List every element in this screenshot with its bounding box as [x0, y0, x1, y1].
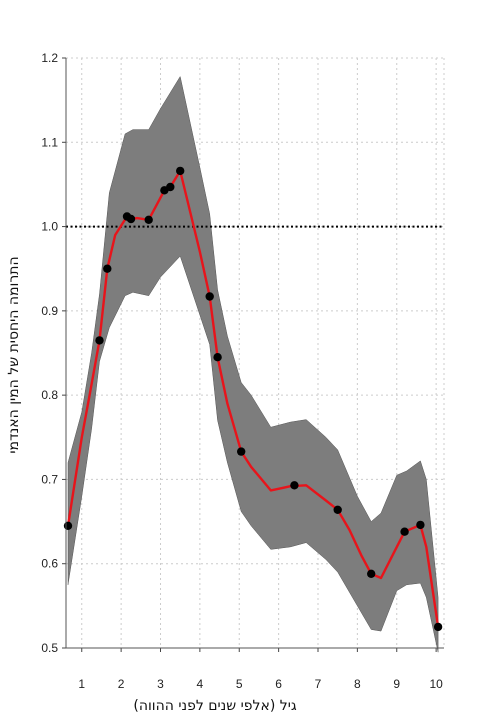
x-tick-label: 6 [275, 677, 282, 691]
data-point [63, 521, 73, 530]
data-point [237, 447, 246, 456]
x-axis-title: גיל (אלפי שנים לפני ההווה) [133, 698, 296, 714]
axes-layer [62, 57, 445, 652]
x-tick-label: 2 [118, 677, 125, 691]
y-tick-labels: 0.5 0.6 0.7 0.8 0.9 1.0 1.1 1.2 [41, 51, 58, 655]
x-tick-labels: 1 2 3 4 5 6 7 8 9 10 [78, 677, 443, 691]
y-tick-label: 0.6 [41, 557, 58, 571]
data-point [433, 622, 443, 632]
y-tick-label: 1.0 [41, 220, 58, 234]
y-tick-label: 1.2 [41, 51, 58, 65]
y-tick-label: 0.7 [41, 472, 58, 486]
x-tick-label: 9 [393, 677, 400, 691]
data-point [333, 505, 342, 514]
data-point [166, 182, 175, 192]
data-point [367, 569, 376, 578]
y-tick-label: 0.8 [41, 388, 58, 402]
y-tick-label: 0.9 [41, 304, 58, 318]
x-tick-label: 1 [78, 677, 85, 691]
data-point [205, 292, 214, 301]
data-point [290, 481, 299, 490]
data-point [416, 520, 425, 530]
data-point [144, 215, 153, 224]
x-tick-label: 10 [429, 677, 443, 691]
data-point [126, 214, 136, 224]
x-tick-label: 3 [157, 677, 164, 691]
y-tick-label: 1.1 [41, 135, 58, 149]
data-point [400, 527, 409, 536]
y-tick-label: 0.5 [41, 641, 58, 655]
data-point [103, 264, 112, 273]
data-point [176, 166, 185, 176]
series-line [66, 169, 440, 628]
confidence-band [67, 75, 439, 653]
y-axis-title: התרומה היחסית של המין האנדמי [6, 256, 22, 453]
x-tick-label: 4 [197, 677, 204, 691]
x-tick-label: 7 [315, 677, 322, 691]
data-point [95, 336, 104, 345]
data-point [213, 353, 222, 362]
x-tick-label: 8 [354, 677, 361, 691]
x-tick-label: 5 [236, 677, 243, 691]
